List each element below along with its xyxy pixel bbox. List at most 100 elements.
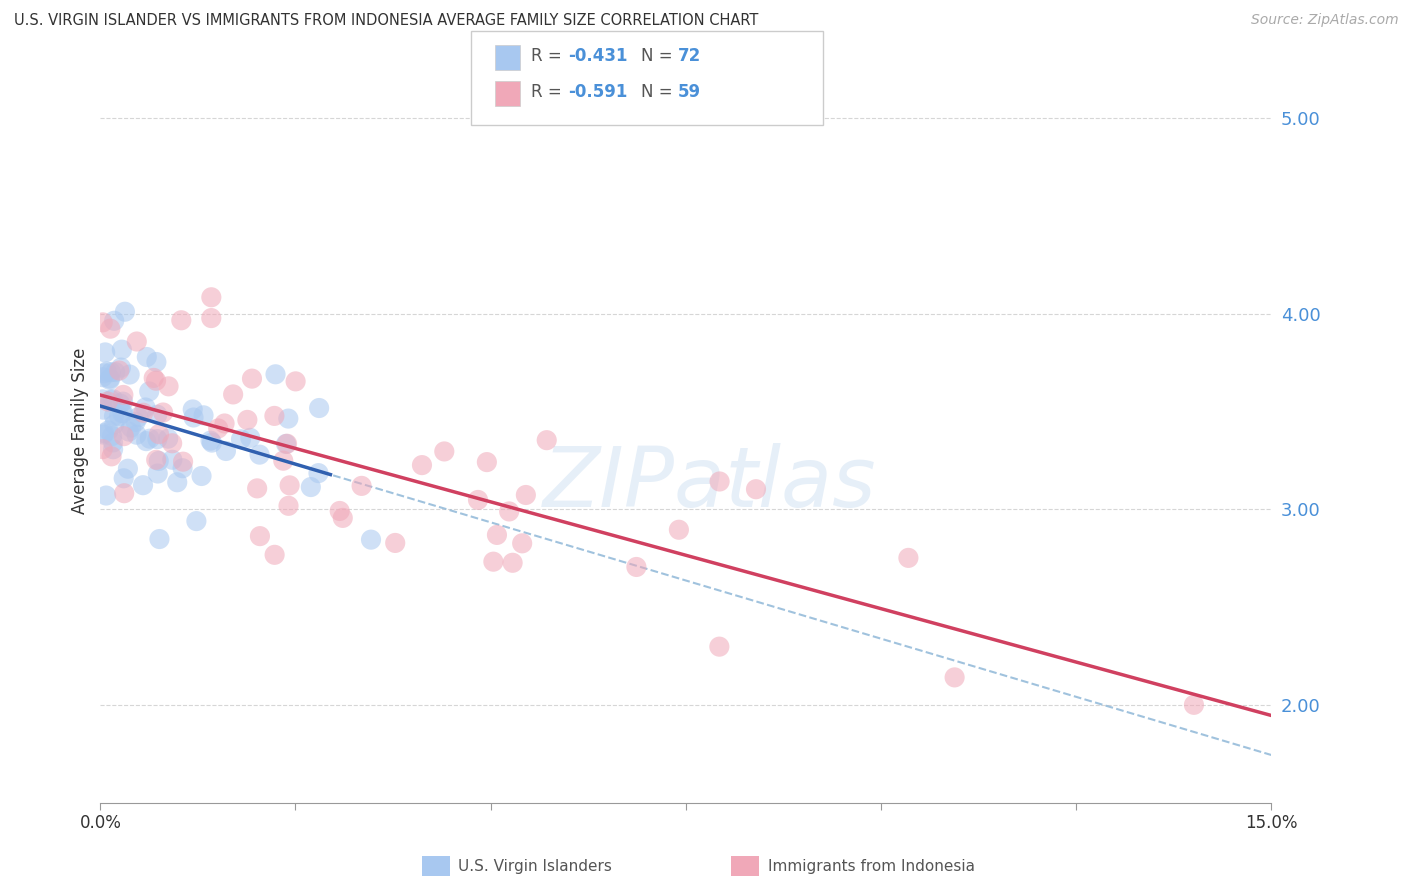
Text: Source: ZipAtlas.com: Source: ZipAtlas.com [1251, 13, 1399, 28]
Point [157, 379, 180, 393]
Point [114, 304, 136, 318]
Point [274, 437, 297, 451]
Point [146, 432, 169, 446]
Point [276, 436, 298, 450]
Point [263, 548, 285, 562]
Point [152, 405, 174, 419]
Point [120, 420, 142, 434]
Point [101, 435, 124, 450]
Point [132, 478, 155, 492]
Point [125, 334, 148, 349]
Point [271, 453, 294, 467]
Point [100, 365, 122, 379]
Point [118, 368, 141, 382]
Point [709, 640, 731, 654]
Point [145, 374, 167, 388]
Text: U.S. VIRGIN ISLANDER VS IMMIGRANTS FROM INDONESIA AVERAGE FAMILY SIZE CORRELATIO: U.S. VIRGIN ISLANDER VS IMMIGRANTS FROM … [14, 13, 758, 29]
Point [360, 533, 382, 547]
Point [411, 458, 433, 472]
Point [299, 480, 322, 494]
Point [101, 392, 124, 406]
Point [111, 343, 134, 357]
Point [329, 504, 352, 518]
Point [278, 478, 301, 492]
Point [475, 455, 498, 469]
Point [138, 384, 160, 399]
Point [332, 511, 354, 525]
Point [200, 434, 222, 448]
Point [146, 408, 169, 422]
Point [98, 373, 121, 387]
Text: R =: R = [531, 47, 568, 65]
Point [709, 475, 731, 489]
Point [108, 409, 131, 423]
Point [108, 363, 131, 377]
Text: N =: N = [641, 47, 678, 65]
Point [145, 355, 167, 369]
Text: -0.591: -0.591 [568, 83, 627, 101]
Text: U.S. Virgin Islanders: U.S. Virgin Islanders [458, 859, 612, 873]
Point [284, 375, 307, 389]
Point [1182, 698, 1205, 712]
Point [214, 417, 236, 431]
Point [200, 290, 222, 304]
Point [433, 444, 456, 458]
Point [100, 450, 122, 464]
Point [101, 429, 124, 443]
Point [170, 313, 193, 327]
Point [190, 469, 212, 483]
Point [100, 392, 122, 407]
Text: N =: N = [641, 83, 678, 101]
Point [148, 532, 170, 546]
Point [350, 479, 373, 493]
Point [308, 466, 330, 480]
Point [98, 371, 121, 385]
Point [482, 555, 505, 569]
Point [112, 471, 135, 485]
Point [91, 315, 114, 329]
Point [101, 442, 124, 457]
Point [277, 411, 299, 425]
Point [897, 550, 920, 565]
Point [181, 402, 204, 417]
Point [103, 314, 125, 328]
Point [160, 436, 183, 450]
Point [249, 448, 271, 462]
Point [146, 467, 169, 481]
Point [91, 442, 114, 456]
Text: R =: R = [531, 83, 568, 101]
Point [246, 481, 269, 495]
Point [112, 406, 135, 420]
Point [91, 370, 114, 384]
Point [124, 415, 146, 429]
Point [134, 401, 156, 415]
Point [132, 406, 155, 420]
Point [112, 486, 135, 500]
Point [112, 388, 135, 402]
Point [94, 489, 117, 503]
Point [135, 350, 157, 364]
Point [98, 321, 121, 335]
Point [166, 475, 188, 490]
Point [93, 426, 115, 441]
Point [201, 435, 224, 450]
Point [264, 368, 287, 382]
Point [97, 424, 120, 438]
Point [498, 504, 520, 518]
Point [142, 371, 165, 385]
Point [162, 452, 184, 467]
Point [111, 394, 134, 409]
Point [111, 406, 134, 420]
Point [229, 432, 252, 446]
Point [186, 514, 208, 528]
Point [118, 425, 141, 439]
Point [222, 387, 245, 401]
Point [108, 396, 131, 410]
Point [502, 556, 524, 570]
Point [103, 417, 125, 432]
Point [93, 366, 115, 380]
Point [172, 455, 194, 469]
Point [91, 392, 114, 407]
Point [485, 528, 508, 542]
Text: 72: 72 [678, 47, 702, 65]
